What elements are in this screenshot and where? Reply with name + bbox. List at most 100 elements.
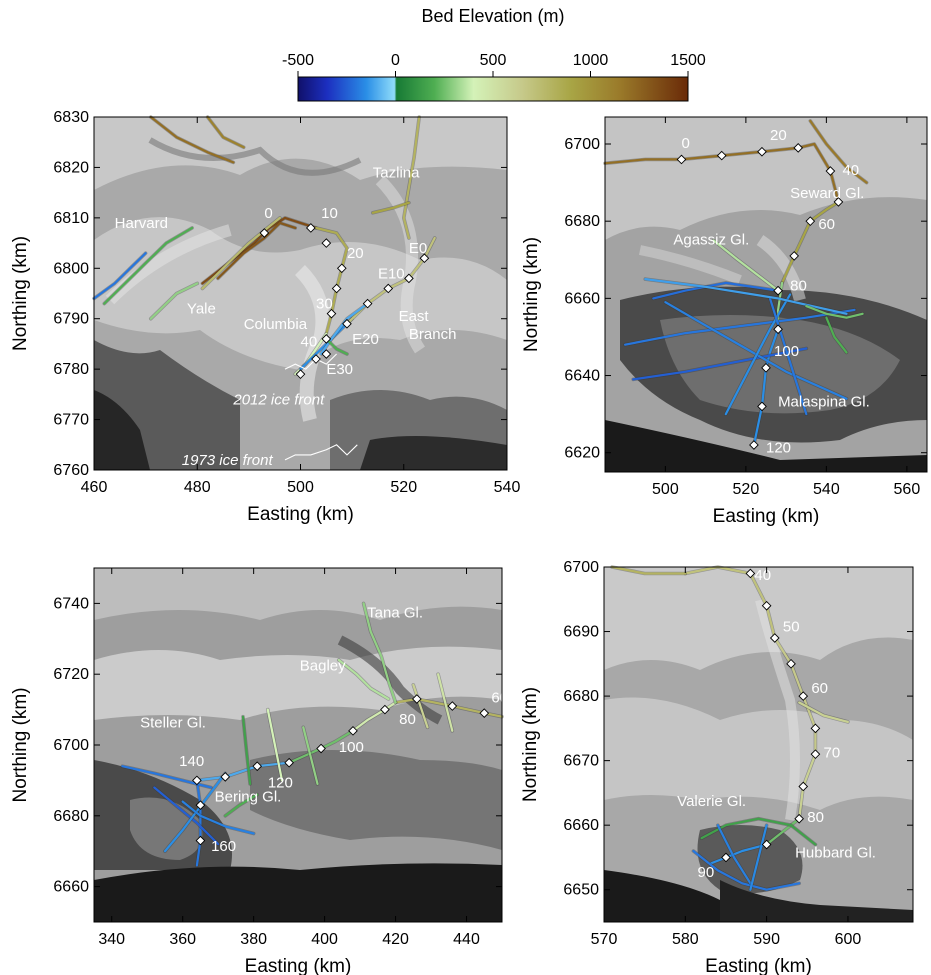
y-tick-label: 6720 <box>53 666 89 683</box>
y-tick-label: 6760 <box>53 462 89 479</box>
radar-flowline <box>299 317 354 371</box>
x-tick-label: 340 <box>98 931 125 948</box>
distance-marker <box>798 691 809 701</box>
panel-malaspina-markers: 0 20 40 60 80 100 120 <box>676 127 859 457</box>
distance-marker-label: 10 <box>321 205 338 222</box>
distance-marker-label: 60 <box>818 216 835 233</box>
distance-marker <box>321 334 332 344</box>
distance-marker-label: 80 <box>399 711 416 728</box>
distance-marker-label: 80 <box>790 278 807 295</box>
distance-marker <box>321 238 332 248</box>
colorbar-tick-label: 0 <box>391 52 400 69</box>
panel-bering-basemap <box>94 568 502 922</box>
radar-flowline <box>798 701 849 723</box>
y-tick-label: 6620 <box>564 445 600 462</box>
y-tick-label: 6660 <box>53 879 89 896</box>
radar-flowline <box>302 726 319 785</box>
distance-marker-label: E0 <box>409 240 427 257</box>
distance-marker-label: 120 <box>268 774 293 791</box>
radar-flowline <box>749 824 768 891</box>
distance-marker-label: 70 <box>824 744 841 761</box>
panel-bering-tracks <box>120 601 504 868</box>
distance-marker <box>769 633 780 643</box>
x-axis-title: Easting (km) <box>713 506 820 527</box>
distance-marker <box>383 283 394 294</box>
y-tick-label: 6790 <box>53 311 89 328</box>
y-axis-title: Northing (km) <box>10 236 31 351</box>
distance-marker <box>380 704 390 715</box>
radar-flowline <box>153 786 220 846</box>
x-tick-label: 480 <box>184 479 211 496</box>
distance-marker <box>773 285 783 296</box>
radar-flowline <box>181 800 255 835</box>
distance-marker <box>749 440 759 450</box>
radar-flowline <box>288 729 355 764</box>
y-tick-label: 6770 <box>53 412 89 429</box>
radar-flowline <box>724 293 792 416</box>
distance-marker <box>721 852 731 863</box>
distance-marker <box>326 308 337 319</box>
distance-marker <box>810 749 821 760</box>
x-tick-label: 460 <box>81 479 108 496</box>
place-label: Steller Gl. <box>140 714 206 731</box>
distance-marker-label: 140 <box>179 753 204 770</box>
panel-malaspina-axes: 500 520 540 560 6620 6640 6660 6680 6700 Easting … <box>521 117 927 527</box>
y-tick-label: 6700 <box>564 136 600 153</box>
ice-front-line <box>284 444 358 461</box>
x-tick-label: 500 <box>652 481 679 498</box>
x-tick-label: 380 <box>240 931 267 948</box>
panel-hubbard-frame <box>603 566 914 923</box>
distance-marker <box>220 772 231 782</box>
x-tick-label: 420 <box>382 931 409 948</box>
distance-marker <box>252 761 263 772</box>
y-tick-label: 6680 <box>563 688 599 705</box>
distance-marker-label: 20 <box>770 127 787 144</box>
x-tick-label: 540 <box>494 479 521 496</box>
place-label: Tazlina <box>373 165 420 182</box>
y-tick-label: 6830 <box>53 109 89 126</box>
distance-marker <box>479 708 490 718</box>
place-label: East <box>399 308 430 325</box>
panel-columbia-fronts <box>284 353 358 461</box>
y-tick-label: 6650 <box>563 882 599 899</box>
colorbar-tick-label: 1500 <box>670 52 706 69</box>
colorbar-title: Bed Elevation (m) <box>421 6 564 26</box>
distance-marker-label: 80 <box>807 809 824 826</box>
x-tick-label: 570 <box>591 931 618 948</box>
radar-flowline <box>216 221 297 280</box>
panel-hubbard-basemap <box>604 567 913 922</box>
distance-marker-label: 100 <box>339 739 364 756</box>
distance-marker-label: 0 <box>681 135 689 152</box>
radar-flowline <box>412 683 429 729</box>
radar-flowline <box>103 226 194 305</box>
radar-flowline <box>195 761 291 782</box>
radar-flowline <box>195 779 202 867</box>
distance-marker <box>295 369 306 380</box>
radar-flowline <box>664 301 848 400</box>
distance-marker <box>757 146 767 157</box>
radar-flowline <box>92 252 147 300</box>
y-tick-label: 6780 <box>53 361 89 378</box>
distance-marker <box>773 324 783 335</box>
distance-marker <box>676 154 687 165</box>
distance-marker <box>412 694 422 704</box>
distance-marker <box>192 775 202 786</box>
place-label: Yale <box>187 301 216 318</box>
distance-marker-label: E10 <box>378 265 405 282</box>
place-label: Harvard <box>115 215 168 232</box>
radar-flowline <box>765 817 801 846</box>
radar-flowline <box>362 602 397 704</box>
distance-marker-label: 90 <box>698 864 715 881</box>
x-tick-label: 400 <box>311 931 338 948</box>
y-tick-label: 6680 <box>564 213 600 230</box>
x-tick-label: 540 <box>813 481 840 498</box>
distance-marker <box>195 800 206 811</box>
y-tick-label: 6820 <box>53 159 89 176</box>
distance-marker <box>833 197 844 207</box>
distance-marker <box>348 726 358 736</box>
panel-bering: 60 80 100 120 140 160 Tana Gl. Bagley Steller G… <box>10 567 508 975</box>
y-tick-label: 6700 <box>563 559 599 576</box>
radar-flowline <box>716 824 752 885</box>
